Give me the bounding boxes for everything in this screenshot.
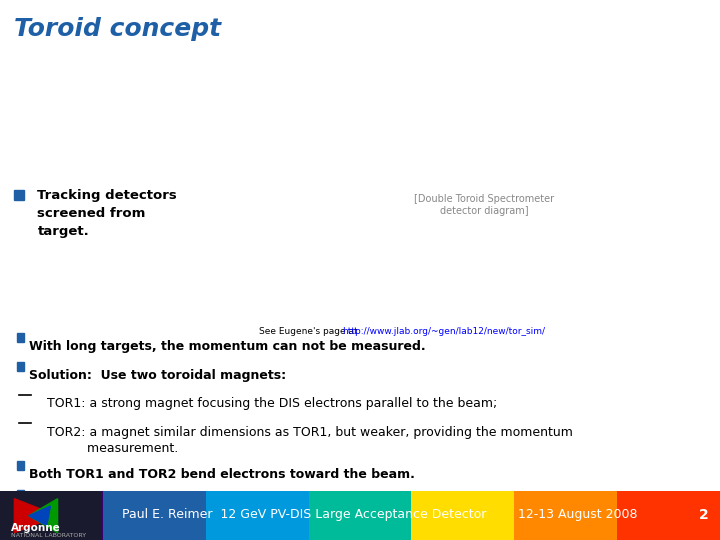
Polygon shape (14, 499, 58, 532)
Text: Both TOR1 and TOR2 bend electrons toward the beam.: Both TOR1 and TOR2 bend electrons toward… (29, 468, 415, 481)
Text: TOR2: a magnet similar dimensions as TOR1, but weaker, providing the momentum
  : TOR2: a magnet similar dimensions as TOR… (47, 426, 572, 455)
Text: NATIONAL LABORATORY: NATIONAL LABORATORY (11, 532, 86, 538)
Text: [Double Toroid Spectrometer
detector diagram]: [Double Toroid Spectrometer detector dia… (414, 194, 554, 216)
Bar (17, 362, 24, 370)
Polygon shape (29, 506, 50, 525)
Bar (17, 461, 24, 470)
Bar (309, 491, 411, 540)
Text: 2: 2 (698, 508, 708, 522)
Text: 12-13 August 2008: 12-13 August 2008 (518, 508, 638, 521)
Text: Paul E. Reimer  12 GeV PV-DIS Large Acceptance Detector: Paul E. Reimer 12 GeV PV-DIS Large Accep… (122, 508, 487, 521)
Text: Drawbacks: Drawbacks (29, 525, 106, 538)
Text: TOR1: a strong magnet focusing the DIS electrons parallel to the beam;: TOR1: a strong magnet focusing the DIS e… (47, 397, 497, 410)
Bar (103, 491, 206, 540)
Text: See Eugene's page at: See Eugene's page at (259, 327, 358, 336)
Bar (17, 518, 24, 527)
Polygon shape (29, 499, 58, 532)
Text: Detectors are located between TOR1 and TOR2 and downstream of TOR2.: Detectors are located between TOR1 and T… (29, 497, 548, 510)
Text: Tracking detectors
screened from
target.: Tracking detectors screened from target. (37, 189, 177, 238)
Bar (0, 491, 103, 540)
Bar (617, 491, 720, 540)
Bar (14, 190, 24, 200)
Bar (206, 491, 309, 540)
Text: Argonne: Argonne (11, 523, 60, 532)
Text: With long targets, the momentum can not be measured.: With long targets, the momentum can not … (29, 340, 426, 353)
Bar (0, 491, 101, 540)
Bar (17, 490, 24, 499)
Text: http://www.jlab.org/~gen/lab12/new/tor_sim/: http://www.jlab.org/~gen/lab12/new/tor_s… (342, 327, 545, 336)
Bar (514, 491, 617, 540)
Text: Toroid concept: Toroid concept (14, 17, 222, 41)
Text: Solution:  Use two toroidal magnets:: Solution: Use two toroidal magnets: (29, 368, 286, 382)
Bar (17, 333, 24, 342)
Bar (411, 491, 514, 540)
